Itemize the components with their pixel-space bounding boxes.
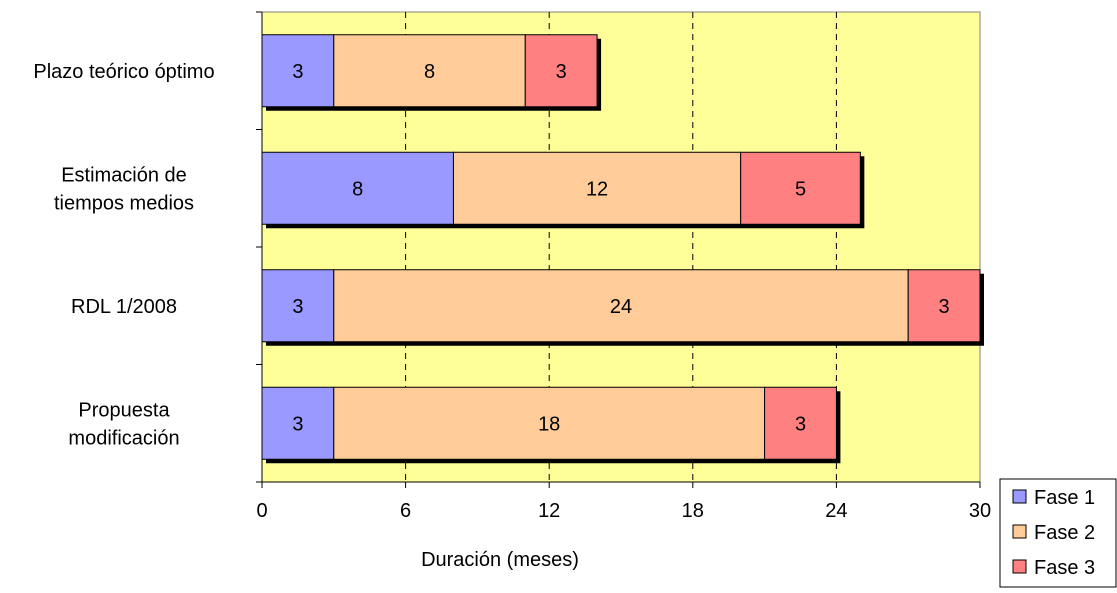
bar-segment-1 xyxy=(261,269,335,343)
legend-label: Fase 2 xyxy=(1034,522,1095,544)
data-label: 24 xyxy=(610,296,632,318)
bar-segment-2 xyxy=(333,34,526,108)
x-tick-labels: 0 6 12 18 24 30 xyxy=(256,500,991,522)
data-label: 3 xyxy=(795,413,806,435)
x-tick-label: 0 xyxy=(256,500,267,522)
data-label: 12 xyxy=(586,178,608,200)
data-label: 8 xyxy=(352,178,363,200)
data-label: 3 xyxy=(556,61,567,83)
data-label: 5 xyxy=(795,178,806,200)
bar-segment-2 xyxy=(333,269,909,343)
legend: Fase 1 Fase 2 Fase 3 xyxy=(999,478,1117,588)
bar-segment-1 xyxy=(261,386,335,460)
category-label: Estimación de tiempos medios xyxy=(54,164,194,214)
legend-label: Fase 1 xyxy=(1034,487,1095,509)
bar-segment-1 xyxy=(261,34,335,108)
x-tick-label: 12 xyxy=(538,500,560,522)
legend-swatch xyxy=(1012,489,1027,504)
legend-label: Fase 3 xyxy=(1034,557,1095,579)
bar-segment-3 xyxy=(764,386,837,460)
data-label: 8 xyxy=(424,61,435,83)
bar-segment-3 xyxy=(740,151,861,225)
data-label: 18 xyxy=(538,413,560,435)
axes xyxy=(256,11,981,488)
bars xyxy=(261,34,981,460)
data-label: 3 xyxy=(292,413,303,435)
category-label: Propuesta modificación xyxy=(68,399,179,449)
x-tick-label: 6 xyxy=(400,500,411,522)
bar-segment-2 xyxy=(452,151,742,225)
data-label: 3 xyxy=(292,61,303,83)
x-tick-label: 30 xyxy=(969,500,991,522)
bar-segment-3 xyxy=(907,269,981,343)
data-label: 3 xyxy=(939,296,950,318)
category-label: Plazo teórico óptimo xyxy=(33,61,214,83)
data-labels: 3 8 38 12 53 24 33 18 3 xyxy=(292,61,949,436)
bar-segment-1 xyxy=(261,151,454,225)
category-labels: Plazo teórico óptimo Estimación de tiempos… xyxy=(33,61,214,450)
data-label: 3 xyxy=(292,296,303,318)
bar-segment-3 xyxy=(524,34,598,108)
legend-swatch xyxy=(1012,524,1027,539)
x-tick-label: 18 xyxy=(682,500,704,522)
legend-swatch xyxy=(1012,559,1027,574)
category-label: RDL 1/2008 xyxy=(71,296,177,318)
x-tick-label: 24 xyxy=(825,500,847,522)
x-axis-title: Duración (meses) xyxy=(421,549,579,571)
bar-segment-2 xyxy=(333,386,766,460)
